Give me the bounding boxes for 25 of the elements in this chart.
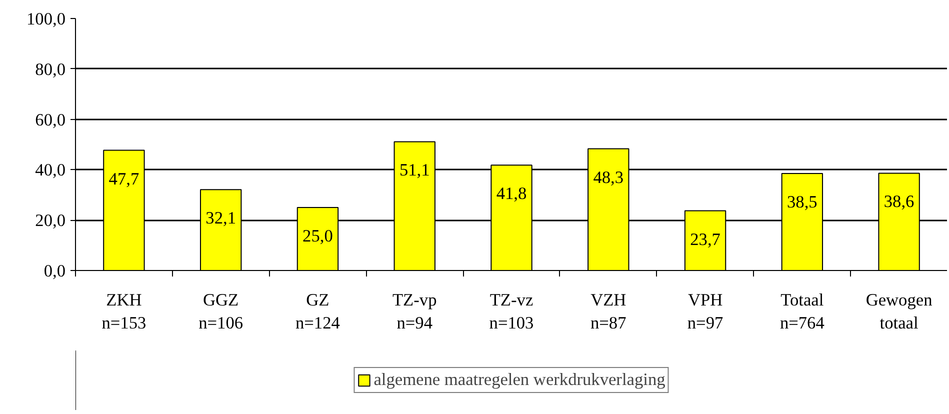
legend-label: algemene maatregelen werkdrukverlaging xyxy=(374,370,666,390)
data-label: 41,8 xyxy=(496,184,527,204)
data-label: 38,5 xyxy=(787,192,818,212)
x-tick-label: ZKH n=153 xyxy=(102,290,146,332)
x-tick-label: TZ-vp n=94 xyxy=(392,290,437,332)
x-tick-label: GGZ n=106 xyxy=(198,290,244,332)
y-tick-label: 100,0 xyxy=(26,10,66,28)
x-tick-label: Totaal n=764 xyxy=(780,290,825,332)
x-tick-label: VZH n=87 xyxy=(590,290,627,332)
data-label: 38,6 xyxy=(884,192,915,212)
y-tick-label: 0,0 xyxy=(44,262,66,280)
x-tick-label: Gewogen totaal xyxy=(866,290,933,332)
x-tick-label: GZ n=124 xyxy=(296,290,340,332)
y-tick-label: 60,0 xyxy=(35,110,66,130)
data-label: 48,3 xyxy=(593,168,624,187)
data-label: 25,0 xyxy=(302,226,333,246)
data-label: 47,7 xyxy=(108,169,140,188)
x-tick-label: TZ-vz n=103 xyxy=(489,290,534,332)
y-tick-label: 80,0 xyxy=(35,60,66,79)
data-label: 32,1 xyxy=(206,208,236,228)
data-label: 23,7 xyxy=(690,230,721,249)
y-tick-label: 20,0 xyxy=(35,211,66,230)
data-label: 51,1 xyxy=(399,160,430,180)
y-tick-label: 40,0 xyxy=(35,160,66,180)
x-tick-label: VPH n=97 xyxy=(687,290,724,332)
